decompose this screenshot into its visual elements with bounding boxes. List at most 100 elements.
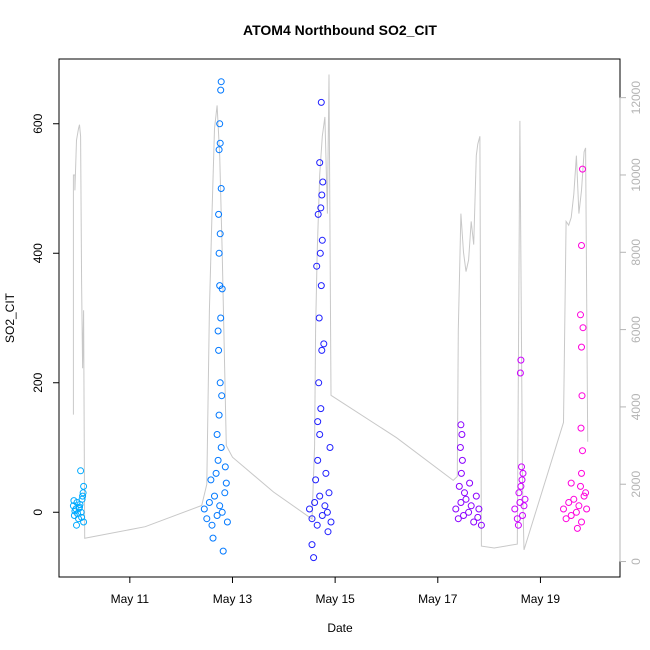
data-point-s3-5 bbox=[465, 508, 473, 516]
data-point-s1-6 bbox=[216, 502, 224, 510]
data-point-s0-13 bbox=[79, 492, 87, 500]
data-point-s1-4 bbox=[211, 492, 218, 500]
data-point-s3-8 bbox=[472, 492, 480, 500]
data-point-s5-19 bbox=[579, 165, 586, 173]
data-point-s5-21 bbox=[573, 524, 581, 532]
y-tick-label: 400 bbox=[31, 243, 45, 263]
data-point-s2-10 bbox=[312, 476, 320, 484]
data-point-s1-15 bbox=[216, 379, 224, 387]
data-point-s1-11 bbox=[212, 469, 220, 477]
data-point-s5-14 bbox=[578, 392, 586, 400]
data-point-s3-0 bbox=[452, 505, 460, 513]
secondary-tick-label: 6000 bbox=[629, 316, 643, 343]
data-point-s2-19 bbox=[318, 236, 326, 244]
secondary-y-axis: 0 2000 4000 6000 8000 10000 12000 bbox=[619, 81, 643, 565]
secondary-tick-label: 4000 bbox=[629, 393, 643, 420]
data-point-s2-25 bbox=[317, 98, 325, 106]
data-point-s3-12 bbox=[457, 469, 465, 477]
data-point-s4-0 bbox=[511, 505, 519, 513]
secondary-tick-label: 0 bbox=[629, 558, 643, 565]
data-point-s2-18 bbox=[316, 249, 324, 257]
data-point-s1-27 bbox=[217, 78, 225, 86]
data-point-s1-12 bbox=[214, 456, 222, 464]
data-point-s1-3 bbox=[208, 521, 216, 529]
secondary-tick-label: 12000 bbox=[629, 81, 643, 115]
data-point-s0-8 bbox=[80, 518, 88, 526]
data-point-s0-14 bbox=[80, 482, 88, 490]
data-point-s1-26 bbox=[217, 86, 225, 94]
data-point-s2-2 bbox=[311, 499, 319, 506]
data-point-s2-24 bbox=[316, 159, 324, 167]
data-point-s0-16 bbox=[79, 489, 87, 497]
data-point-s5-3 bbox=[567, 512, 575, 519]
data-point-s2-14 bbox=[315, 379, 323, 387]
data-point-s5-9 bbox=[583, 505, 591, 513]
data-point-s1-32 bbox=[213, 431, 221, 438]
y-axis: 0 200 400 600 bbox=[31, 113, 59, 516]
data-point-s4-1 bbox=[513, 515, 521, 523]
data-point-s5-15 bbox=[578, 343, 585, 351]
data-point-s4-9 bbox=[518, 463, 525, 471]
data-point-s4-12 bbox=[514, 521, 522, 529]
data-point-s2-17 bbox=[317, 282, 325, 290]
data-point-s5-11 bbox=[578, 469, 585, 477]
data-point-s3-14 bbox=[456, 444, 464, 451]
data-point-s5-17 bbox=[577, 311, 584, 319]
data-point-s2-32 bbox=[322, 469, 330, 477]
data-point-s2-6 bbox=[321, 502, 329, 510]
data-point-s2-26 bbox=[308, 541, 316, 549]
data-point-s1-20 bbox=[216, 230, 224, 238]
data-point-s3-9 bbox=[475, 505, 483, 513]
data-point-s3-7 bbox=[470, 518, 478, 526]
data-point-s2-3 bbox=[313, 521, 321, 529]
data-point-s3-3 bbox=[460, 512, 467, 519]
data-point-s1-2 bbox=[205, 499, 213, 506]
data-point-s1-10 bbox=[207, 476, 215, 484]
data-point-s0-11 bbox=[76, 501, 84, 508]
data-point-s1-8 bbox=[221, 489, 229, 497]
data-point-s2-11 bbox=[314, 456, 322, 464]
data-point-s1-13 bbox=[217, 444, 225, 451]
data-point-s2-21 bbox=[317, 204, 325, 212]
data-point-s3-11 bbox=[455, 482, 463, 490]
data-point-s5-16 bbox=[579, 324, 587, 332]
data-point-s5-1 bbox=[562, 515, 570, 523]
data-point-s4-3 bbox=[519, 512, 526, 519]
data-point-s1-24 bbox=[216, 139, 224, 147]
data-point-s2-15 bbox=[318, 346, 326, 354]
data-point-s3-13 bbox=[458, 456, 466, 464]
data-point-s2-13 bbox=[317, 405, 325, 413]
data-point-s1-9 bbox=[223, 518, 231, 526]
data-point-s1-25 bbox=[216, 120, 224, 128]
data-point-s3-1 bbox=[454, 515, 462, 523]
data-point-s4-5 bbox=[515, 489, 523, 497]
data-point-s3-6 bbox=[467, 502, 475, 510]
data-point-s1-7 bbox=[218, 508, 226, 516]
data-point-s0-18 bbox=[73, 521, 80, 529]
data-point-s1-34 bbox=[214, 327, 222, 335]
secondary-tick-label: 2000 bbox=[629, 471, 643, 498]
data-point-s0-12 bbox=[78, 513, 86, 521]
x-axis-title: Date bbox=[327, 621, 353, 635]
data-point-s5-6 bbox=[575, 502, 583, 510]
data-point-s4-6 bbox=[517, 482, 525, 490]
data-point-s5-13 bbox=[577, 424, 585, 432]
data-point-s3-4 bbox=[462, 495, 470, 503]
data-point-s4-7 bbox=[518, 476, 526, 484]
data-point-s1-33 bbox=[218, 392, 226, 400]
data-point-s5-7 bbox=[578, 518, 585, 526]
data-point-s2-1 bbox=[308, 515, 316, 523]
secondary-tick-label: 10000 bbox=[629, 158, 643, 192]
x-tick-label: May 19 bbox=[521, 592, 561, 606]
data-point-s2-0 bbox=[306, 505, 313, 513]
y-tick-label: 200 bbox=[31, 372, 45, 392]
data-point-s3-16 bbox=[457, 421, 465, 429]
data-point-s1-17 bbox=[217, 314, 225, 322]
data-point-s2-29 bbox=[313, 262, 321, 270]
chart-title: ATOM4 Northbound SO2_CIT bbox=[243, 22, 437, 38]
data-point-s5-22 bbox=[582, 489, 590, 497]
data-point-s1-5 bbox=[213, 512, 221, 519]
data-point-s0-17 bbox=[70, 497, 78, 505]
data-point-s2-7 bbox=[323, 508, 331, 516]
data-point-s3-18 bbox=[466, 479, 474, 487]
